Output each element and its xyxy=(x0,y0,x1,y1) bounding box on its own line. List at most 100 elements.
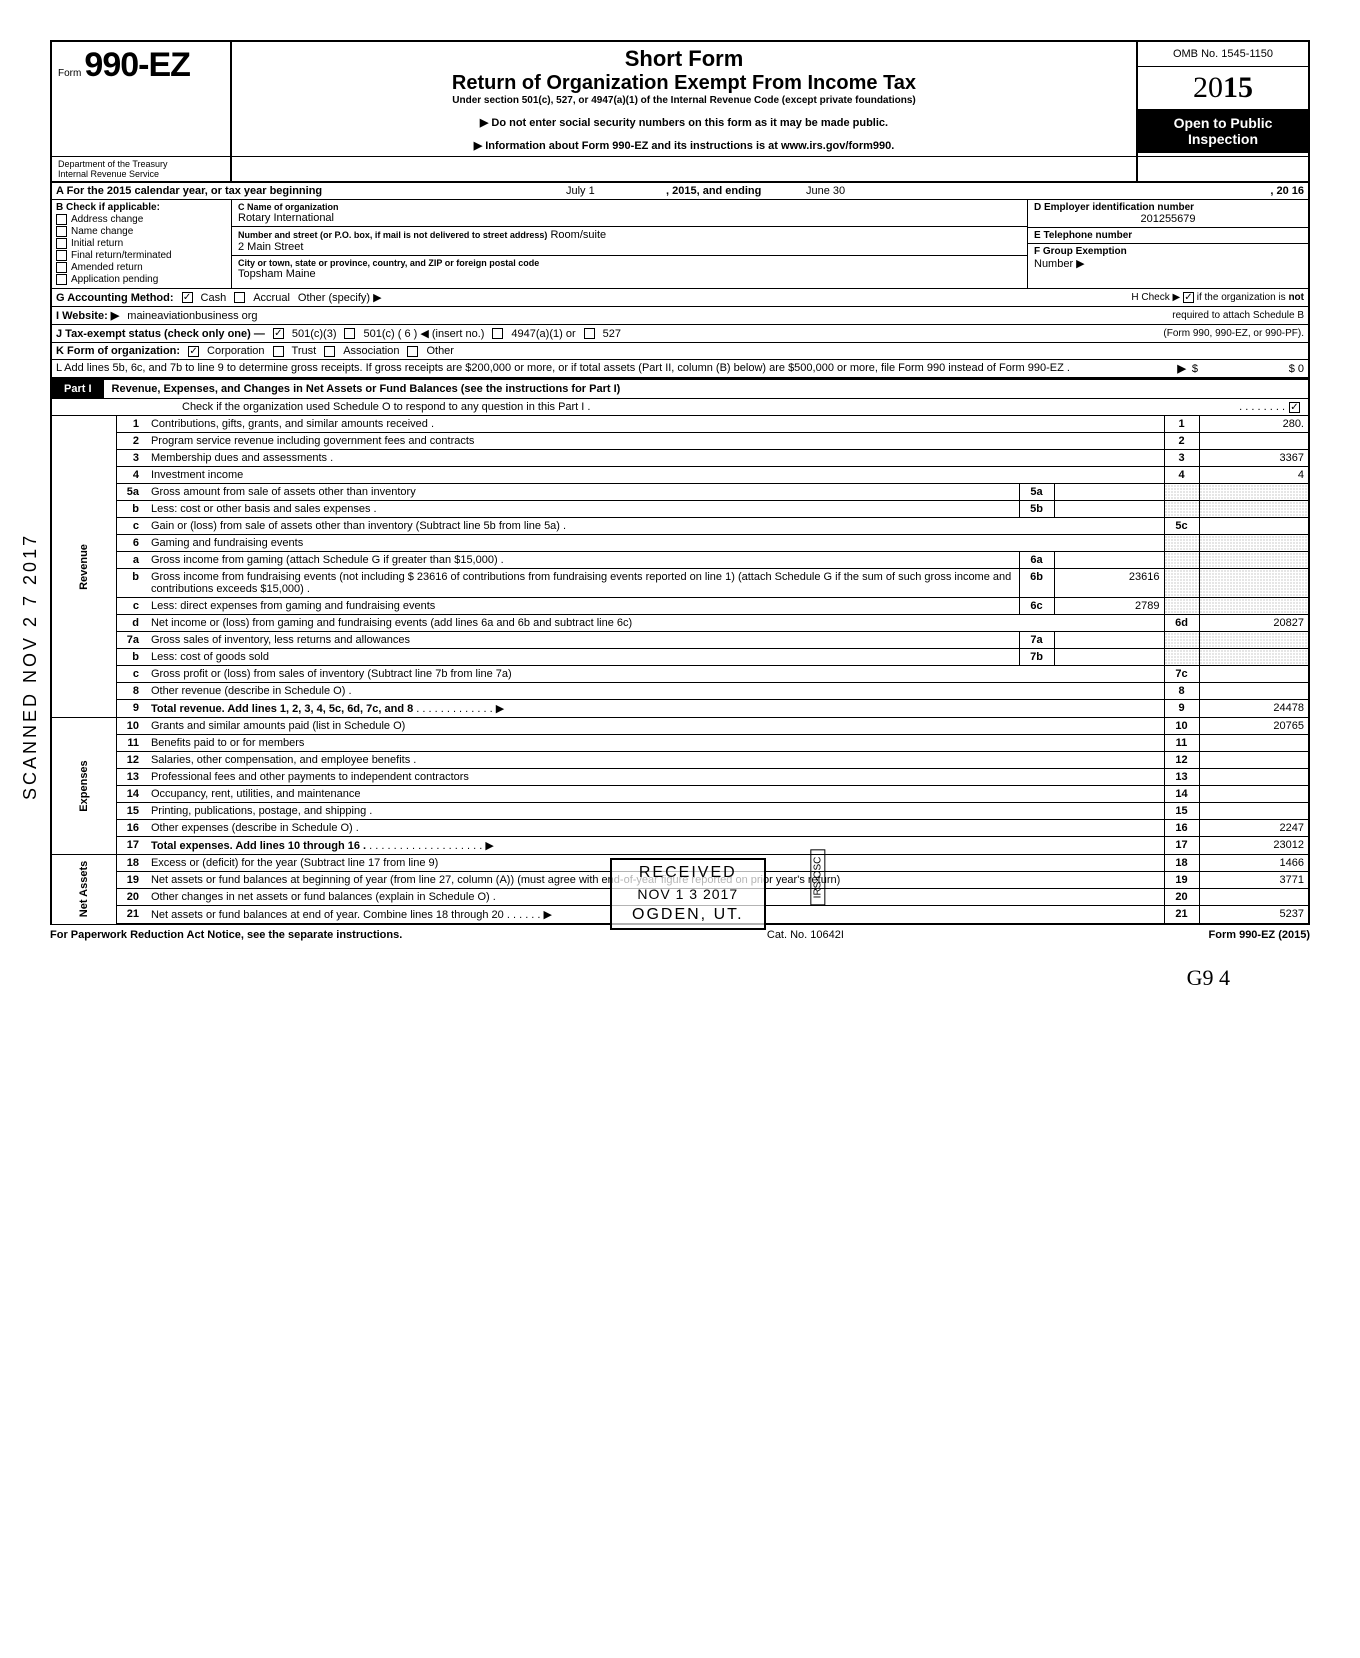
schedule-o-check[interactable] xyxy=(1289,402,1300,413)
j-501c-check[interactable] xyxy=(344,328,355,339)
g-other: Other (specify) ▶ xyxy=(298,291,382,304)
i-label: I Website: ▶ xyxy=(56,309,119,322)
k-other-check[interactable] xyxy=(407,346,418,357)
f-number: Number ▶ xyxy=(1034,257,1302,270)
footer: For Paperwork Reduction Act Notice, see … xyxy=(50,925,1310,945)
section-c: C Name of organization Rotary Internatio… xyxy=(232,200,1028,288)
stamp-irs-osc: IRS-OSC xyxy=(810,850,825,906)
g-accrual-check[interactable] xyxy=(234,292,245,303)
b-opt-initial[interactable]: Initial return xyxy=(56,238,227,249)
j-label: J Tax-exempt status (check only one) — xyxy=(56,328,265,340)
line-5a: 5a Gross amount from sale of assets othe… xyxy=(51,484,1309,501)
part1-tab: Part I xyxy=(52,380,104,398)
g-cash: Cash xyxy=(201,292,227,304)
line-a-mid: , 2015, and ending xyxy=(662,183,802,199)
netassets-section: Net Assets xyxy=(51,855,117,925)
line-5c: c Gain or (loss) from sale of assets oth… xyxy=(51,518,1309,535)
f-label: F Group Exemption xyxy=(1034,246,1302,257)
line-15: 15 Printing, publications, postage, and … xyxy=(51,803,1309,820)
c-name-label: C Name of organization xyxy=(238,202,1021,212)
line-8: 8 Other revenue (describe in Schedule O)… xyxy=(51,683,1309,700)
line-1: Revenue 1 Contributions, gifts, grants, … xyxy=(51,416,1309,433)
c-addr-value: 2 Main Street xyxy=(238,241,1021,253)
line-6d: d Net income or (loss) from gaming and f… xyxy=(51,615,1309,632)
line-12: 12 Salaries, other compensation, and emp… xyxy=(51,752,1309,769)
omb-number: OMB No. 1545-1150 xyxy=(1138,42,1308,67)
expenses-section: Expenses xyxy=(51,718,117,855)
f-row: F Group Exemption Number ▶ xyxy=(1028,244,1308,272)
line-a-label: A For the 2015 calendar year, or tax yea… xyxy=(52,183,562,199)
b-label: B Check if applicable: xyxy=(56,202,227,213)
subtitle: Under section 501(c), 527, or 4947(a)(1)… xyxy=(240,95,1128,106)
line-14: 14 Occupancy, rent, utilities, and maint… xyxy=(51,786,1309,803)
j-501c3-check[interactable] xyxy=(273,328,284,339)
k-trust: Trust xyxy=(292,345,317,357)
j-501c: 501(c) ( 6 ) ◀ (insert no.) xyxy=(363,327,484,340)
j-501c3: 501(c)(3) xyxy=(292,328,337,340)
line-a: A For the 2015 calendar year, or tax yea… xyxy=(50,183,1310,200)
line-17: 17 Total expenses. Add lines 10 through … xyxy=(51,837,1309,855)
b-opt-final[interactable]: Final return/terminated xyxy=(56,250,227,261)
h-cont-1: required to attach Schedule B xyxy=(1172,310,1304,321)
line-18: Net Assets 18 Excess or (deficit) for th… xyxy=(51,855,1309,872)
form-page: SCANNED NOV 2 7 2017 Form 990-EZ Short F… xyxy=(50,40,1310,991)
line-j: J Tax-exempt status (check only one) — 5… xyxy=(50,325,1310,343)
line-a-year: , 20 16 xyxy=(942,183,1308,199)
e-row: E Telephone number xyxy=(1028,228,1308,244)
block-bcdef: B Check if applicable: Address change Na… xyxy=(50,200,1310,289)
b-opt-amended[interactable]: Amended return xyxy=(56,262,227,273)
line-7a: 7a Gross sales of inventory, less return… xyxy=(51,632,1309,649)
h-cont-2: (Form 990, 990-EZ, or 990-PF). xyxy=(1163,328,1304,339)
part1-sub-text: Check if the organization used Schedule … xyxy=(182,401,1239,413)
section-def: D Employer identification number 2012556… xyxy=(1028,200,1308,288)
dept-line-1: Department of the Treasury xyxy=(58,159,224,169)
j-4947-check[interactable] xyxy=(492,328,503,339)
d-value: 201255679 xyxy=(1034,213,1302,225)
g-cash-check[interactable] xyxy=(182,292,193,303)
line-3: 3 Membership dues and assessments . 3 33… xyxy=(51,450,1309,467)
form-header: Form 990-EZ Short Form Return of Organiz… xyxy=(50,40,1310,156)
line-5b: b Less: cost or other basis and sales ex… xyxy=(51,501,1309,518)
part1-title: Revenue, Expenses, and Changes in Net As… xyxy=(104,380,1308,398)
k-assoc: Association xyxy=(343,345,399,357)
footer-mid: Cat. No. 10642I xyxy=(402,929,1208,941)
section-b: B Check if applicable: Address change Na… xyxy=(52,200,232,288)
c-name-row: C Name of organization Rotary Internatio… xyxy=(232,200,1027,227)
line-7c: c Gross profit or (loss) from sales of i… xyxy=(51,666,1309,683)
scanned-stamp: SCANNED NOV 2 7 2017 xyxy=(20,533,41,800)
k-corp-check[interactable] xyxy=(188,346,199,357)
instruction-2: ▶ Information about Form 990-EZ and its … xyxy=(240,139,1128,152)
dept-treasury: Department of the Treasury Internal Reve… xyxy=(52,157,232,181)
line-20: 20 Other changes in net assets or fund b… xyxy=(51,889,1309,906)
h-check[interactable] xyxy=(1183,292,1194,303)
omb-box: OMB No. 1545-1150 2015 Open to Public In… xyxy=(1138,42,1308,156)
l-dollar: $ xyxy=(1192,363,1198,375)
line-2: 2 Program service revenue including gove… xyxy=(51,433,1309,450)
line-10: Expenses 10 Grants and similar amounts p… xyxy=(51,718,1309,735)
j-4947: 4947(a)(1) or xyxy=(511,328,575,340)
b-opt-name[interactable]: Name change xyxy=(56,226,227,237)
handwriting: G9 4 xyxy=(50,965,1310,991)
k-corp: Corporation xyxy=(207,345,264,357)
line-g: G Accounting Method: Cash Accrual Other … xyxy=(50,289,1310,307)
i-value: maineaviationbusiness org xyxy=(127,310,257,322)
year-bold: 15 xyxy=(1223,71,1253,104)
tax-year: 2015 xyxy=(1138,67,1308,109)
b-opt-address[interactable]: Address change xyxy=(56,214,227,225)
part1-sub: Check if the organization used Schedule … xyxy=(50,399,1310,416)
k-assoc-check[interactable] xyxy=(324,346,335,357)
line-6: 6 Gaming and fundraising events xyxy=(51,535,1309,552)
c-city-row: City or town, state or province, country… xyxy=(232,256,1027,282)
k-other: Other xyxy=(426,345,454,357)
line-k: K Form of organization: Corporation Trus… xyxy=(50,343,1310,360)
line-6b: b Gross income from fundraising events (… xyxy=(51,569,1309,598)
d-row: D Employer identification number 2012556… xyxy=(1028,200,1308,228)
b-opt-pending[interactable]: Application pending xyxy=(56,274,227,285)
j-527-check[interactable] xyxy=(584,328,595,339)
year-prefix: 20 xyxy=(1193,71,1223,104)
line-7b: b Less: cost of goods sold 7b xyxy=(51,649,1309,666)
part1-sub-check-wrap: . . . . . . . . xyxy=(1239,401,1300,413)
dept-line-2: Internal Revenue Service xyxy=(58,169,224,179)
k-trust-check[interactable] xyxy=(273,346,284,357)
form-label: Form xyxy=(58,68,81,79)
